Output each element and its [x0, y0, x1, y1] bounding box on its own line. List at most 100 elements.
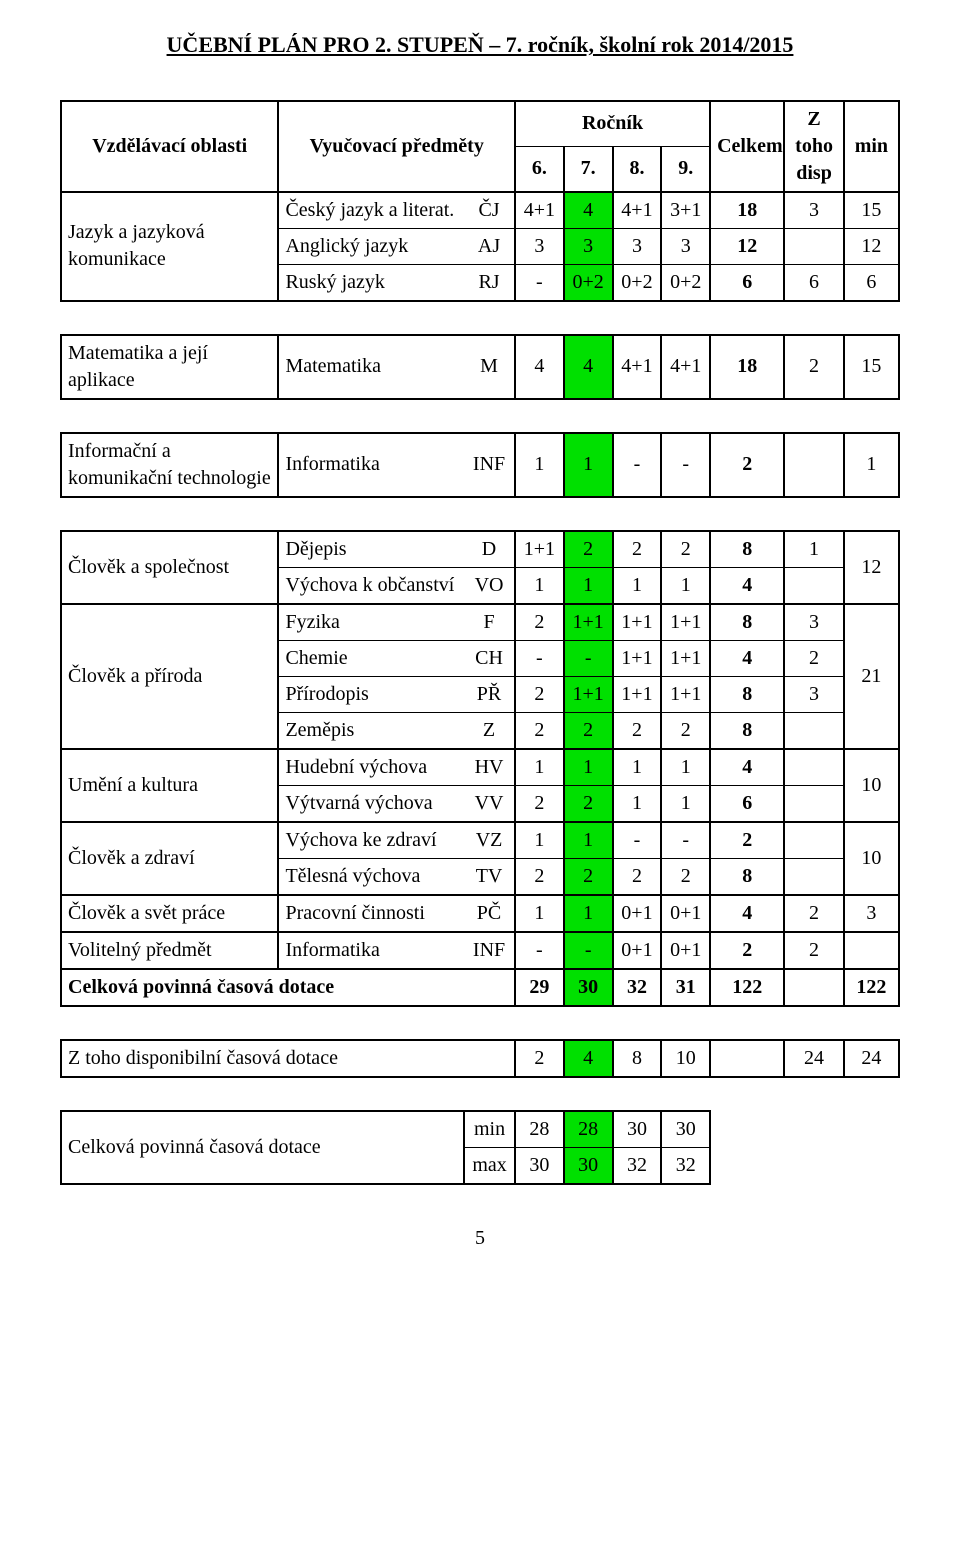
table-row: Člověk a příroda Fyzika F 2 1+1 1+1 1+1 … [61, 604, 899, 641]
cell-code: INF [464, 433, 515, 497]
cell-subj: Pracovní činnosti [278, 895, 464, 932]
cell-g6: 1 [515, 749, 564, 786]
min-g8: 30 [613, 1111, 662, 1148]
cell-g8: 3 [613, 228, 662, 264]
total-g7: 30 [564, 969, 613, 1006]
th-subjects: Vyučovací předměty [278, 101, 515, 192]
cell-g9: 1+1 [661, 676, 710, 712]
th-g9: 9. [661, 146, 710, 192]
cell-code: VO [464, 567, 515, 604]
page-title: UČEBNÍ PLÁN PRO 2. STUPEŇ – 7. ročník, š… [60, 30, 900, 60]
area-optional: Volitelný předmět [61, 932, 278, 969]
cell-g8: 1 [613, 785, 662, 822]
total-sum: 122 [710, 969, 784, 1006]
cell-g8: 1+1 [613, 640, 662, 676]
cell-g7: - [564, 640, 613, 676]
cell-subj: Anglický jazyk [278, 228, 464, 264]
cell-g8: 0+2 [613, 264, 662, 301]
cell-g7: 1+1 [564, 604, 613, 641]
cell-code: PČ [464, 895, 515, 932]
cell-min: 10 [844, 822, 899, 895]
cell-subj: Výchova ke zdraví [278, 822, 464, 859]
cell-g8: 4+1 [613, 335, 662, 399]
max-g7: 30 [564, 1147, 613, 1184]
cell-subj: Tělesná výchova [278, 858, 464, 895]
cell-subj: Zeměpis [278, 712, 464, 749]
cell-sum: 4 [710, 749, 784, 786]
area-lang: Jazyk a jazyková komunikace [61, 192, 278, 301]
cell-g6: 4 [515, 335, 564, 399]
cell-disp [784, 433, 843, 497]
cell-code: VZ [464, 822, 515, 859]
total-g6: 29 [515, 969, 564, 1006]
cell-sum: 4 [710, 567, 784, 604]
totals-row: Celková povinná časová dotace 29 30 32 3… [61, 969, 899, 1006]
cell-g8: 1+1 [613, 676, 662, 712]
cell-g8: 1 [613, 567, 662, 604]
disp-g6: 2 [515, 1040, 564, 1077]
cell-code: TV [464, 858, 515, 895]
cell-g7: 1 [564, 749, 613, 786]
cell-disp: 3 [784, 604, 843, 641]
cell-min: 15 [844, 335, 899, 399]
cell-min: 21 [844, 604, 899, 749]
cell-g6: 1 [515, 895, 564, 932]
table-row: Informační a komunikační technologie Inf… [61, 433, 899, 497]
cell-code: RJ [464, 264, 515, 301]
disp-min: 24 [844, 1040, 899, 1077]
cell-g9: 1 [661, 749, 710, 786]
cell-g8: 1 [613, 749, 662, 786]
cell-g7: 1+1 [564, 676, 613, 712]
cell-g7: 4 [564, 335, 613, 399]
cell-sum: 4 [710, 640, 784, 676]
area-art: Umění a kultura [61, 749, 278, 822]
cell-g6: 2 [515, 676, 564, 712]
area-ict: Informační a komunikační technologie [61, 433, 278, 497]
cell-g8: 0+1 [613, 932, 662, 969]
cell-subj: Přírodopis [278, 676, 464, 712]
cell-g7: 2 [564, 712, 613, 749]
area-health: Člověk a zdraví [61, 822, 278, 895]
cell-subj: Chemie [278, 640, 464, 676]
cell-g9: 0+1 [661, 895, 710, 932]
cell-g6: - [515, 264, 564, 301]
cell-g8: 0+1 [613, 895, 662, 932]
cell-g7: 1 [564, 822, 613, 859]
cell-sum: 4 [710, 895, 784, 932]
cell-disp [784, 822, 843, 859]
cell-g9: - [661, 822, 710, 859]
cell-code: VV [464, 785, 515, 822]
cell-g6: 1 [515, 433, 564, 497]
cell-disp [784, 858, 843, 895]
table-row: Člověk a společnost Dějepis D 1+1 2 2 2 … [61, 531, 899, 568]
cell-code: Z [464, 712, 515, 749]
cell-disp [784, 749, 843, 786]
cell-code: INF [464, 932, 515, 969]
th-min: min [844, 101, 899, 192]
minmax-label: Celková povinná časová dotace [61, 1111, 464, 1184]
cell-g7: 2 [564, 858, 613, 895]
cell-g9: - [661, 433, 710, 497]
cell-subj: Český jazyk a literat. [278, 192, 464, 229]
cell-disp: 3 [784, 676, 843, 712]
total-label: Celková povinná časová dotace [61, 969, 515, 1006]
cell-sum: 8 [710, 676, 784, 712]
cell-code: M [464, 335, 515, 399]
curriculum-table: Vzdělávací oblasti Vyučovací předměty Ro… [60, 100, 900, 1185]
cell-min: 15 [844, 192, 899, 229]
disp-disp: 24 [784, 1040, 843, 1077]
cell-sum: 8 [710, 604, 784, 641]
table-row: Matematika a její aplikace Matematika M … [61, 335, 899, 399]
area-nature: Člověk a příroda [61, 604, 278, 749]
cell-sum: 8 [710, 858, 784, 895]
total-disp [784, 969, 843, 1006]
cell-g6: 2 [515, 604, 564, 641]
cell-subj: Hudební výchova [278, 749, 464, 786]
cell-min [844, 932, 899, 969]
cell-min: 10 [844, 749, 899, 822]
cell-g9: 1 [661, 567, 710, 604]
cell-g7: 2 [564, 531, 613, 568]
th-disp: Z toho disp [784, 101, 843, 192]
disp-g7: 4 [564, 1040, 613, 1077]
th-g6: 6. [515, 146, 564, 192]
